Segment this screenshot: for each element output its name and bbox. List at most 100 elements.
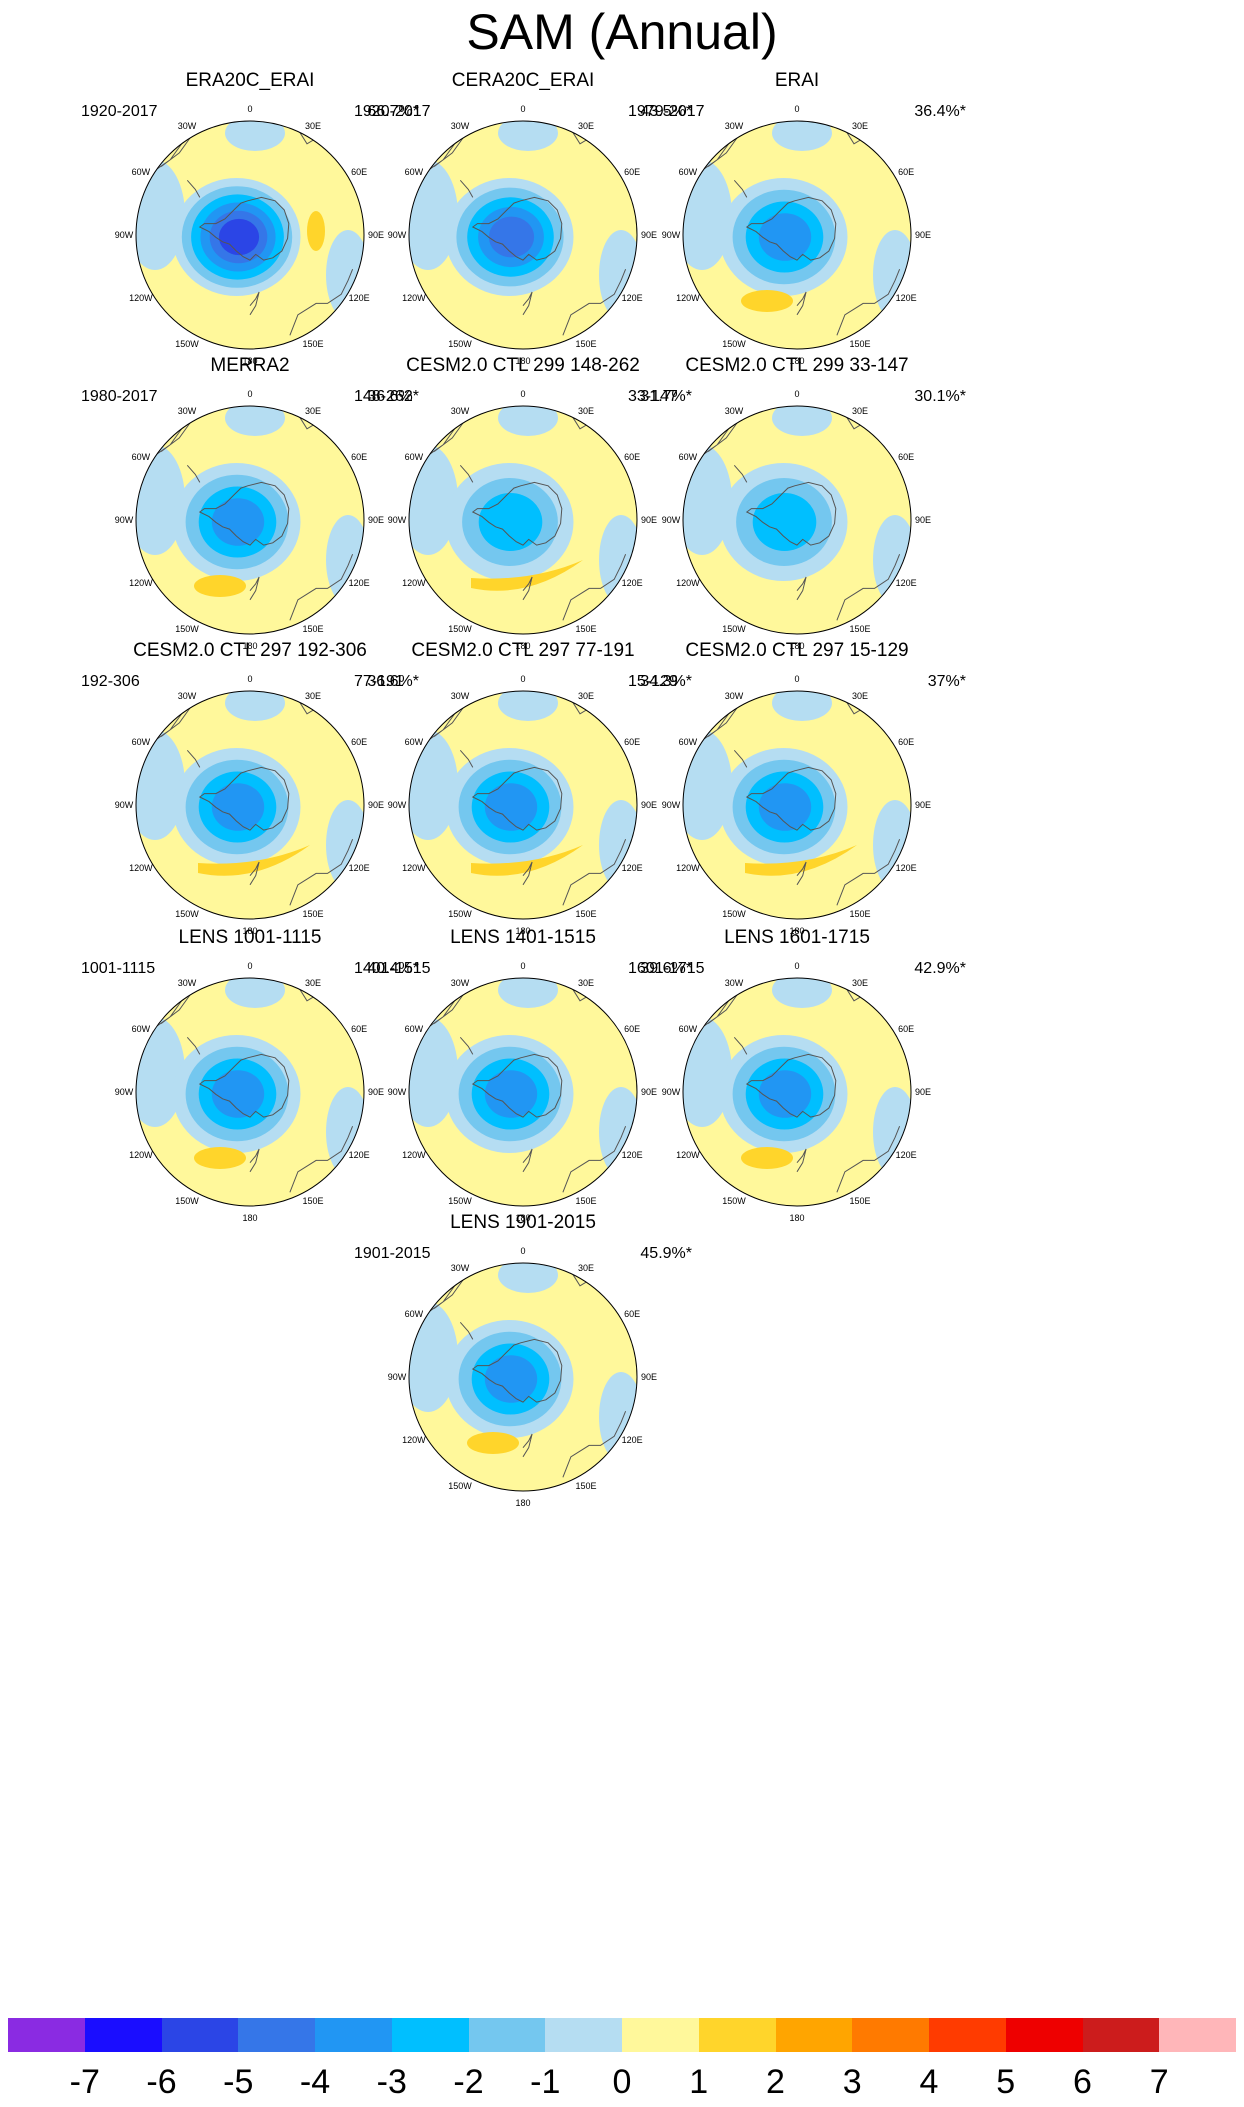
- colorbar-tick-label: -6: [146, 2063, 177, 2101]
- longitude-label: 0: [247, 389, 252, 399]
- negative-contour: [218, 218, 260, 256]
- positive-lobe: [745, 845, 857, 876]
- panel-period: 148-262: [354, 388, 413, 405]
- longitude-label: 90E: [641, 800, 657, 810]
- longitude-label: 120E: [622, 863, 643, 873]
- longitude-label: 120E: [349, 863, 370, 873]
- map-panel: MERRA2 1980-2017 36.6%* 0 30E 60E 90E 120E 150E 1…: [65, 355, 435, 725]
- panel-explained-variance: 39.6%*: [640, 960, 692, 977]
- longitude-label: 120E: [896, 293, 917, 303]
- longitude-label: 120W: [129, 293, 153, 303]
- longitude-label: 150E: [575, 909, 596, 919]
- weak-negative-patch: [225, 121, 285, 151]
- longitude-label: 120W: [402, 863, 426, 873]
- panel-title: LENS 1901-2015: [450, 1212, 596, 1233]
- colorbar-tick-label: 6: [1073, 2063, 1092, 2101]
- antarctica-coastline: [471, 1338, 563, 1403]
- australia-coastline: [289, 1126, 354, 1193]
- new-zealand-coastline: [249, 576, 260, 601]
- longitude-label: 180: [789, 641, 804, 651]
- longitude-label: 150W: [175, 909, 199, 919]
- longitude-label: 150W: [722, 339, 746, 349]
- panel-period: 1901-2015: [354, 1245, 431, 1262]
- map-panel: CESM2.0 CTL 297 192-306 192-306 36.6%* 0 30E…: [65, 640, 435, 1010]
- longitude-label: 120E: [896, 1150, 917, 1160]
- longitude-label: 30E: [578, 978, 594, 988]
- colorbar-tick-label: 4: [919, 2063, 939, 2101]
- longitude-label: 180: [789, 1213, 804, 1223]
- longitude-label: 0: [794, 389, 799, 399]
- colorbar-tick-label: 0: [612, 2063, 632, 2101]
- panel-explained-variance: 40.4%*: [367, 960, 419, 977]
- weak-negative-patch: [225, 406, 285, 436]
- longitude-label: 150W: [448, 624, 472, 634]
- longitude-label: 90W: [662, 230, 681, 240]
- panel-period: 192-306: [81, 673, 140, 690]
- antarctic-peninsula-coastline: [186, 179, 201, 198]
- antarctic-peninsula-coastline: [459, 749, 474, 768]
- antarctic-peninsula-coastline: [733, 464, 748, 483]
- panel-explained-variance: 37%*: [927, 673, 966, 690]
- australia-coastline: [562, 839, 627, 906]
- negative-contour: [758, 783, 812, 831]
- longitude-label: 0: [794, 674, 799, 684]
- antarctica-coastline: [198, 766, 290, 831]
- longitude-label: 150E: [302, 1196, 323, 1206]
- map-panel: ERAI 1979-2017 36.4%* 0 30E 60E 90E 120E 150E 180…: [612, 70, 982, 440]
- longitude-label: 90W: [388, 515, 407, 525]
- panel-explained-variance: 31.7%*: [640, 388, 692, 405]
- longitude-label: 60W: [132, 452, 151, 462]
- map-panel: CESM2.0 CTL 297 15-129 15-129 37%* 0 30E 60E 9…: [612, 640, 982, 1010]
- polar-map: 0 30E 60E 90E 120E 150E 180 150W 120W 90W 60W 30W: [662, 961, 931, 1223]
- panel-title: CERA20C_ERAI: [451, 70, 595, 91]
- weak-negative-patch: [225, 691, 285, 721]
- positive-lobe: [307, 211, 325, 251]
- negative-contour: [484, 1355, 538, 1403]
- longitude-label: 90W: [662, 800, 681, 810]
- panel-explained-variance: 36.4%*: [914, 103, 966, 120]
- colorbar-tick-label: -5: [223, 2063, 254, 2101]
- map-boundary: [682, 690, 912, 920]
- longitude-label: 90W: [115, 515, 134, 525]
- longitude-label: 120W: [402, 578, 426, 588]
- negative-contour: [211, 1070, 265, 1118]
- longitude-label: 180: [515, 356, 530, 366]
- panel-title: MERRA2: [210, 355, 290, 376]
- longitude-label: 60W: [405, 452, 424, 462]
- longitude-label: 120W: [676, 578, 700, 588]
- antarctic-peninsula-coastline: [459, 464, 474, 483]
- longitude-label: 60W: [132, 1024, 151, 1034]
- australia-coastline: [836, 1126, 901, 1193]
- longitude-label: 90E: [915, 230, 931, 240]
- map-panel: ERA20C_ERAI 1920-2017 66.7%* 0 30E 60E 90E 120E…: [65, 70, 435, 440]
- longitude-label: 30E: [578, 406, 594, 416]
- negative-contour: [211, 498, 265, 546]
- panel-title: ERAI: [774, 70, 820, 91]
- panel-title: CESM2.0 CTL 297 77-191: [411, 640, 635, 661]
- map-boundary: [135, 977, 365, 1207]
- longitude-label: 150W: [722, 624, 746, 634]
- map-panel: CESM2.0 CTL 299 148-262 148-262 31.7%* 0 30E…: [338, 355, 708, 725]
- map-boundary: [408, 120, 638, 350]
- colorbar-box: [1159, 2018, 1236, 2052]
- weak-negative-patch: [772, 406, 832, 436]
- longitude-label: 120W: [402, 1435, 426, 1445]
- longitude-label: 120W: [129, 863, 153, 873]
- map-panel: CERA20C_ERAI 1920-2017 43.5%* 0 30E 60E 90E 120…: [338, 70, 708, 440]
- longitude-label: 30E: [852, 978, 868, 988]
- australia-coastline: [289, 839, 354, 906]
- longitude-label: 60E: [624, 452, 640, 462]
- new-zealand-coastline: [522, 1148, 533, 1173]
- panel-explained-variance: 43.5%*: [640, 103, 692, 120]
- panel-explained-variance: 66.7%*: [367, 103, 419, 120]
- longitude-label: 120E: [622, 578, 643, 588]
- longitude-label: 0: [520, 674, 525, 684]
- longitude-label: 0: [247, 104, 252, 114]
- longitude-label: 30E: [852, 691, 868, 701]
- polar-map: 0 30E 60E 90E 120E 150E 180 150W 120W 90W 60W 30W: [115, 104, 384, 366]
- panel-explained-variance: 36.6%*: [367, 673, 419, 690]
- longitude-label: 30E: [578, 691, 594, 701]
- weak-negative-patch: [498, 691, 558, 721]
- polar-map: 0 30E 60E 90E 120E 150E 180 150W 120W 90W 60W 30W: [662, 389, 931, 651]
- longitude-label: 60E: [898, 452, 914, 462]
